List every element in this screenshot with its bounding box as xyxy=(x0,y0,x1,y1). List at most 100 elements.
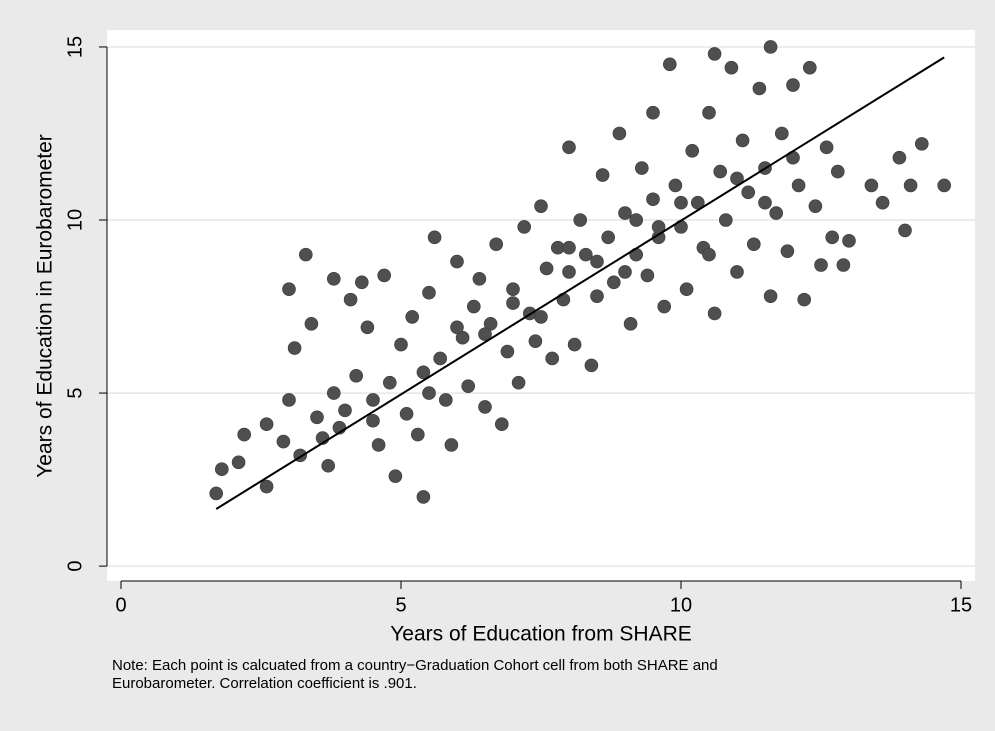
point xyxy=(461,379,476,393)
point xyxy=(606,275,621,290)
y-tick-label: 10 xyxy=(64,209,86,231)
point xyxy=(623,317,638,331)
point xyxy=(416,365,431,380)
point xyxy=(444,438,459,452)
point xyxy=(366,393,380,407)
point xyxy=(595,168,610,182)
point xyxy=(354,275,369,290)
point xyxy=(668,178,683,193)
point xyxy=(836,258,851,272)
point xyxy=(231,455,246,470)
point xyxy=(730,265,744,279)
point xyxy=(584,358,599,373)
point xyxy=(489,237,504,252)
point xyxy=(562,140,576,155)
point xyxy=(343,292,358,307)
y-tick-label: 15 xyxy=(64,36,86,58)
point xyxy=(819,140,834,155)
point xyxy=(438,393,453,407)
point xyxy=(517,220,532,234)
point xyxy=(298,247,313,262)
point xyxy=(618,265,632,279)
point xyxy=(875,195,890,210)
point xyxy=(349,368,364,383)
point xyxy=(539,261,554,276)
point xyxy=(791,178,806,193)
point xyxy=(215,462,229,477)
fit-line xyxy=(215,56,945,510)
point xyxy=(388,469,403,483)
point xyxy=(556,292,571,307)
point xyxy=(763,289,778,303)
point xyxy=(506,296,520,310)
point xyxy=(399,407,414,421)
point xyxy=(259,479,274,494)
point xyxy=(903,178,918,193)
point xyxy=(892,150,907,165)
point xyxy=(427,230,442,245)
point xyxy=(702,247,716,262)
point xyxy=(466,299,481,314)
point xyxy=(338,403,352,418)
point xyxy=(718,213,733,227)
point xyxy=(534,199,548,213)
point xyxy=(685,143,700,158)
point xyxy=(864,178,879,193)
x-tick-label: 15 xyxy=(950,594,972,616)
point xyxy=(830,164,845,179)
point xyxy=(394,337,408,352)
point xyxy=(618,206,632,220)
y-axis-title: Years of Education in Eurobarometer xyxy=(34,134,57,478)
point xyxy=(506,282,520,297)
point xyxy=(802,60,817,75)
point xyxy=(326,386,341,400)
point xyxy=(746,237,761,252)
point xyxy=(478,400,492,414)
point xyxy=(410,427,425,442)
point xyxy=(898,223,912,238)
point xyxy=(209,486,223,501)
point xyxy=(634,161,649,175)
point xyxy=(259,417,274,432)
x-tick-label: 5 xyxy=(395,594,406,616)
note: Note: Each point is calcuated from a cou… xyxy=(112,657,718,674)
point xyxy=(416,490,431,504)
point xyxy=(366,413,380,428)
point xyxy=(937,178,952,193)
point xyxy=(422,285,436,300)
point xyxy=(914,137,929,151)
point xyxy=(455,330,470,345)
point xyxy=(545,351,560,366)
point xyxy=(371,438,386,452)
point xyxy=(786,78,800,92)
point xyxy=(590,289,604,303)
point xyxy=(646,192,660,207)
point xyxy=(287,341,302,355)
point xyxy=(797,292,812,307)
note: Eurobarometer. Correlation coefficient i… xyxy=(112,675,417,692)
point xyxy=(646,105,660,120)
point xyxy=(713,164,728,179)
point xyxy=(707,47,722,61)
point xyxy=(752,81,767,96)
point xyxy=(769,206,784,220)
point xyxy=(629,213,644,227)
x-axis-title: Years of Education from SHARE xyxy=(390,623,692,646)
point xyxy=(405,310,420,324)
point xyxy=(842,233,856,248)
point xyxy=(562,265,576,279)
point xyxy=(724,60,739,75)
point xyxy=(735,133,750,148)
point xyxy=(741,185,756,200)
point xyxy=(511,375,526,390)
point xyxy=(763,40,778,54)
point xyxy=(276,434,291,449)
point xyxy=(310,410,324,425)
point xyxy=(590,254,604,269)
plot-area xyxy=(107,30,975,581)
point xyxy=(774,126,789,141)
point xyxy=(478,327,492,342)
point xyxy=(662,57,677,72)
point xyxy=(780,244,795,258)
